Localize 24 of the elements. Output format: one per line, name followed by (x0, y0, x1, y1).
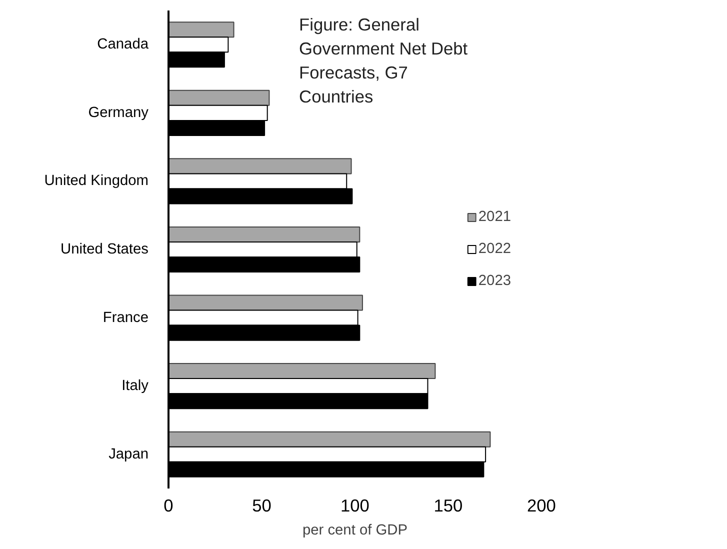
bar (168, 431, 491, 448)
x-tick-label: 50 (252, 496, 272, 516)
y-tick-label: Italy (122, 378, 150, 394)
x-axis-title: per cent of GDP (302, 522, 408, 538)
bar (168, 90, 270, 106)
x-tick-label: 0 (164, 496, 174, 516)
bar (168, 294, 363, 311)
x-tick-label: 150 (434, 496, 463, 516)
y-tick-label: Germany (88, 104, 150, 121)
y-tick-label: United States (60, 242, 149, 258)
bar (168, 363, 436, 380)
y-tick-label: France (102, 310, 149, 326)
bar (168, 22, 234, 38)
y-tick-label: Japan (108, 446, 149, 462)
y-tick-label: Canada (97, 36, 150, 53)
bar (168, 158, 352, 174)
legend-label: 2021 (478, 209, 511, 225)
y-tick-label: United Kingdom (44, 173, 149, 190)
text: Figure: General Government Net Debt Forecasts, G7 Countries (299, 14, 468, 106)
legend-label: 2022 (478, 241, 511, 257)
legend-label: 2023 (478, 273, 511, 289)
x-tick-label: 200 (527, 496, 556, 516)
bar (168, 226, 360, 242)
x-tick-label: 100 (340, 496, 370, 516)
